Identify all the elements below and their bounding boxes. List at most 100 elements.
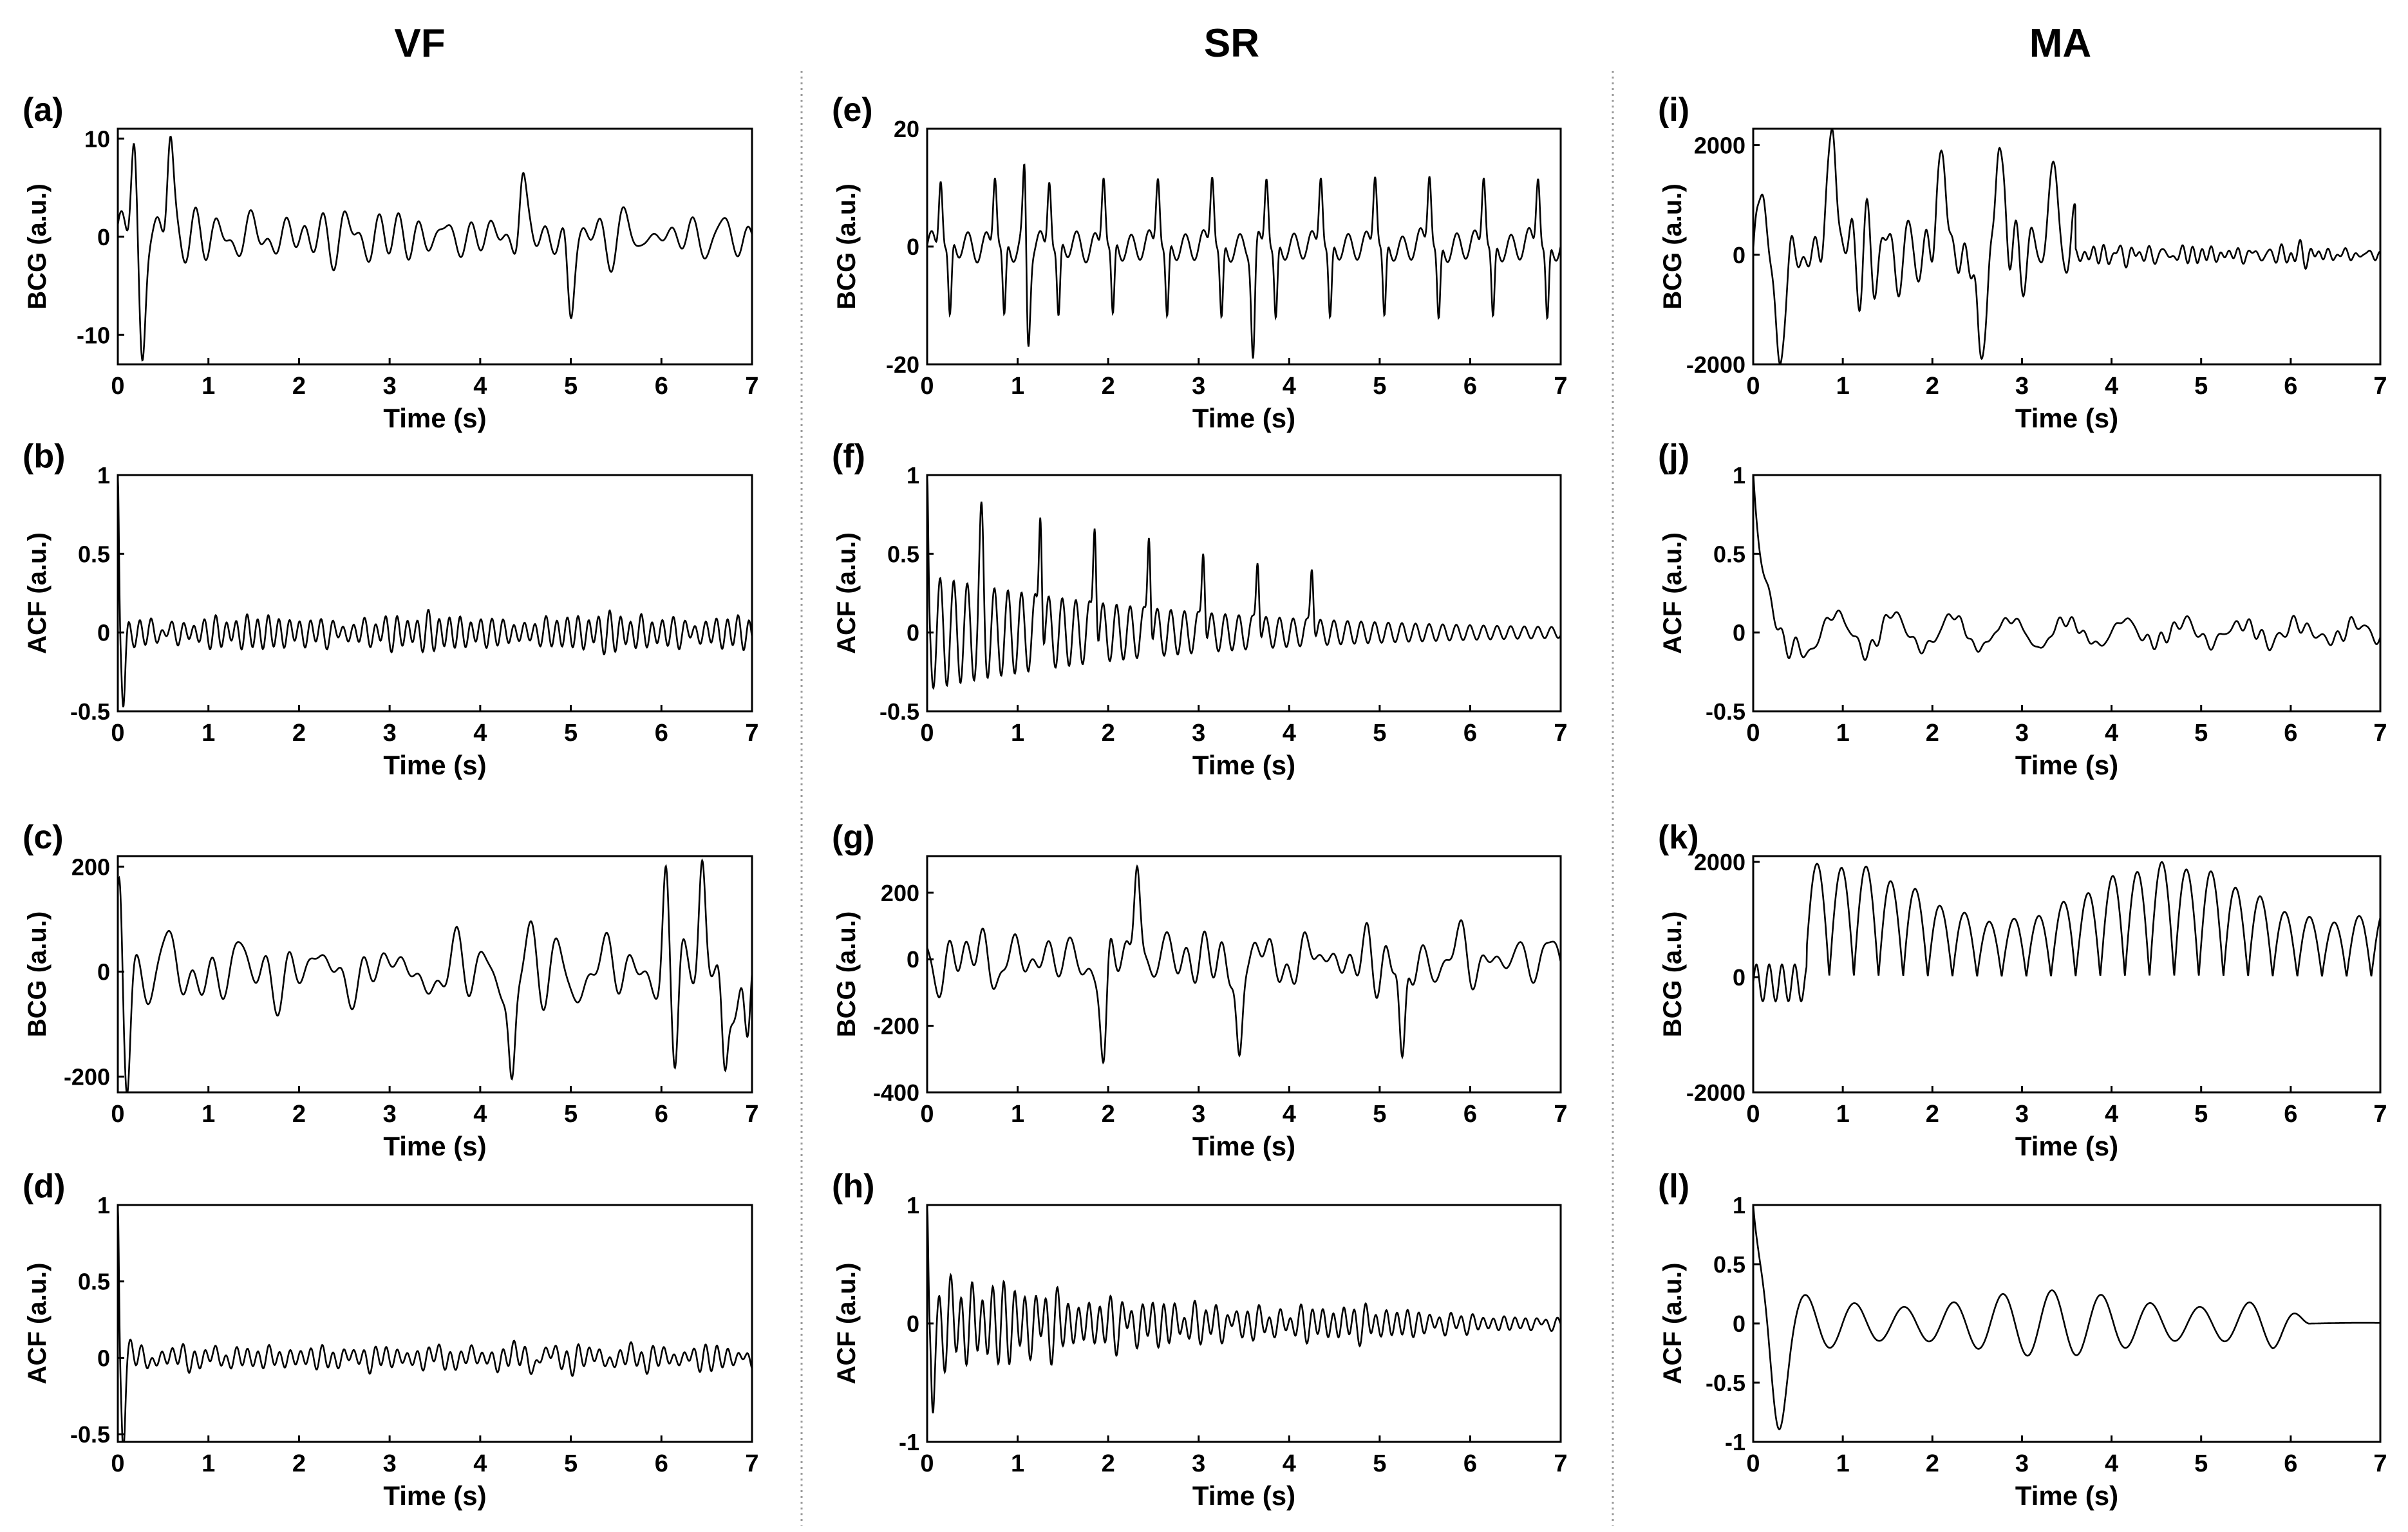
x-tick-label-a: 7	[745, 373, 758, 400]
column-title-vf: VF	[394, 21, 445, 66]
x-tick-label-k: 6	[2284, 1101, 2297, 1128]
y-tick-label-a: 0	[97, 224, 110, 250]
x-tick-label-k: 2	[1926, 1101, 1939, 1128]
x-tick-label-k: 5	[2194, 1101, 2208, 1128]
y-axis-label-b: ACF (a.u.)	[23, 532, 52, 654]
x-tick-label-c: 6	[655, 1101, 668, 1128]
x-tick-label-f: 1	[1011, 720, 1024, 747]
x-tick-label-l: 1	[1836, 1450, 1850, 1477]
x-tick-label-f: 4	[1283, 720, 1296, 747]
x-tick-label-h: 6	[1463, 1450, 1477, 1477]
y-tick-label-c: -200	[64, 1064, 110, 1090]
y-tick-label-g: 200	[881, 880, 919, 906]
x-tick-label-i: 1	[1836, 373, 1850, 400]
x-tick-label-e: 2	[1102, 373, 1115, 400]
x-tick-label-g: 7	[1554, 1101, 1567, 1128]
y-axis-label-f: ACF (a.u.)	[832, 532, 861, 654]
x-tick-label-h: 0	[920, 1450, 934, 1477]
x-tick-label-b: 6	[655, 720, 668, 747]
y-tick-label-i: 0	[1733, 242, 1745, 268]
x-tick-label-i: 5	[2194, 373, 2208, 400]
series-line-e	[927, 163, 1561, 359]
x-tick-label-b: 3	[383, 720, 397, 747]
y-tick-label-l: -1	[1725, 1429, 1745, 1455]
x-tick-label-g: 3	[1192, 1101, 1205, 1128]
series-line-l	[1753, 1205, 2380, 1430]
y-tick-label-d: -0.5	[70, 1421, 110, 1448]
series-line-h	[927, 1206, 1561, 1414]
x-tick-label-f: 2	[1102, 720, 1115, 747]
x-tick-label-l: 2	[1926, 1450, 1939, 1477]
x-tick-label-d: 0	[111, 1450, 124, 1477]
x-tick-label-e: 7	[1554, 373, 1567, 400]
x-tick-label-h: 5	[1373, 1450, 1386, 1477]
x-tick-label-k: 7	[2373, 1101, 2387, 1128]
x-tick-label-i: 0	[1746, 373, 1760, 400]
axes-box-i	[1752, 127, 2382, 366]
y-axis-label-i: BCG (a.u.)	[1659, 183, 1687, 310]
y-tick-label-l: 1	[1733, 1192, 1745, 1219]
y-tick-label-f: 0.5	[887, 541, 919, 567]
x-tick-label-a: 4	[473, 373, 487, 400]
x-tick-label-d: 3	[383, 1450, 397, 1477]
x-tick-label-l: 0	[1746, 1450, 1760, 1477]
y-tick-label-g: -400	[873, 1079, 919, 1106]
x-tick-label-j: 6	[2284, 720, 2297, 747]
panel-label-i: (i)	[1658, 91, 1689, 129]
x-tick-label-h: 3	[1192, 1450, 1205, 1477]
x-tick-label-l: 3	[2015, 1450, 2029, 1477]
x-tick-label-k: 1	[1836, 1101, 1850, 1128]
y-tick-label-j: -0.5	[1706, 698, 1745, 725]
series-line-d	[118, 1206, 752, 1442]
x-axis-label-l: Time (s)	[2015, 1481, 2118, 1511]
panel-label-f: (f)	[832, 438, 865, 475]
x-tick-label-j: 5	[2194, 720, 2208, 747]
x-tick-label-e: 4	[1283, 373, 1296, 400]
x-tick-label-c: 5	[564, 1101, 578, 1128]
y-axis-label-g: BCG (a.u.)	[832, 911, 861, 1038]
y-tick-label-h: -1	[899, 1429, 919, 1455]
series-line-j	[1753, 475, 2380, 661]
x-tick-label-f: 0	[920, 720, 934, 747]
x-tick-label-b: 4	[473, 720, 487, 747]
panel-label-d: (d)	[23, 1168, 65, 1205]
x-tick-label-j: 3	[2015, 720, 2029, 747]
x-tick-label-b: 2	[292, 720, 306, 747]
y-tick-label-d: 0.5	[78, 1269, 110, 1295]
series-line-k	[1753, 861, 2380, 1003]
x-axis-label-g: Time (s)	[1192, 1131, 1295, 1161]
x-axis-label-j: Time (s)	[2015, 750, 2118, 780]
series-line-a	[118, 135, 752, 362]
x-tick-label-d: 6	[655, 1450, 668, 1477]
x-tick-label-g: 5	[1373, 1101, 1386, 1128]
x-tick-label-h: 4	[1283, 1450, 1296, 1477]
y-axis-label-e: BCG (a.u.)	[832, 183, 861, 310]
x-axis-label-h: Time (s)	[1192, 1481, 1295, 1511]
y-axis-label-a: BCG (a.u.)	[23, 183, 52, 310]
axes-box-c	[117, 855, 753, 1094]
x-tick-label-k: 3	[2015, 1101, 2029, 1128]
x-tick-label-l: 6	[2284, 1450, 2297, 1477]
x-tick-label-h: 2	[1102, 1450, 1115, 1477]
x-tick-label-i: 3	[2015, 373, 2029, 400]
x-tick-label-c: 2	[292, 1101, 306, 1128]
x-tick-label-a: 0	[111, 373, 124, 400]
panel-label-a: (a)	[23, 91, 64, 129]
panel-label-h: (h)	[832, 1168, 874, 1205]
panel-label-e: (e)	[832, 91, 873, 129]
y-tick-label-g: 0	[907, 946, 919, 973]
x-tick-label-j: 1	[1836, 720, 1850, 747]
y-tick-label-l: -0.5	[1706, 1370, 1745, 1396]
x-tick-label-l: 7	[2373, 1450, 2387, 1477]
series-line-c	[118, 858, 752, 1092]
panel-label-b: (b)	[23, 438, 65, 475]
y-tick-label-j: 1	[1733, 462, 1745, 489]
x-tick-label-f: 3	[1192, 720, 1205, 747]
y-tick-label-e: 20	[894, 116, 919, 142]
x-tick-label-e: 1	[1011, 373, 1024, 400]
